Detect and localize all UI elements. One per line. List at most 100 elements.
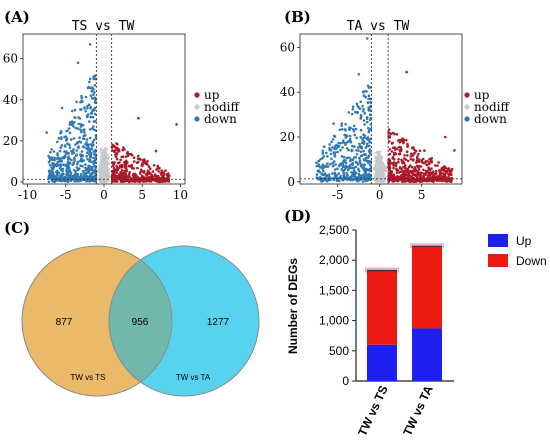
volcano-point xyxy=(114,146,117,149)
volcano-point xyxy=(410,171,414,175)
volcano-point xyxy=(347,111,351,114)
volcano-point xyxy=(362,168,366,172)
volcano-point xyxy=(57,171,60,175)
volcano-point xyxy=(155,180,159,183)
volcano-point xyxy=(64,135,68,138)
volcano-point xyxy=(92,125,95,128)
volcano-point xyxy=(329,152,333,156)
volcano-point xyxy=(60,130,63,134)
panel-d: (D) Number of DEGs 0 500 1,000 1,500 2,000 2,… xyxy=(284,207,547,438)
volcano-point xyxy=(102,156,105,159)
volcano-point xyxy=(410,166,414,169)
volcano-point xyxy=(351,158,355,161)
volcano-point xyxy=(392,179,395,183)
volcano-point xyxy=(50,148,53,151)
volcano-point xyxy=(443,174,446,178)
volcano-point xyxy=(55,164,58,168)
volcano-point xyxy=(45,131,48,134)
volcano-point xyxy=(327,173,331,176)
volcano-point xyxy=(362,164,365,167)
volcano-point xyxy=(100,170,103,174)
volcano-point xyxy=(50,174,54,178)
volcano-point xyxy=(136,160,140,164)
volcano-point xyxy=(352,169,356,172)
volcano-point xyxy=(154,149,158,153)
volcano-point xyxy=(76,160,80,164)
volcano-point xyxy=(350,162,354,166)
volcano-point xyxy=(378,150,382,153)
volcano-point xyxy=(84,163,87,166)
volcano-point xyxy=(368,140,371,144)
panel-d-bars xyxy=(365,243,444,381)
volcano-point xyxy=(415,160,419,164)
volcano-point xyxy=(381,176,384,179)
volcano-point xyxy=(422,168,425,172)
volcano-point xyxy=(407,179,411,183)
y-tick-label: 0 xyxy=(287,175,295,189)
x-tick-label: TW vs TS xyxy=(355,383,391,438)
volcano-point xyxy=(365,120,369,124)
volcano-point xyxy=(108,175,111,178)
volcano-point xyxy=(321,173,325,177)
volcano-point xyxy=(411,154,415,157)
volcano-point xyxy=(88,120,91,123)
volcano-point xyxy=(103,172,107,176)
volcano-point xyxy=(89,148,93,151)
volcano-point xyxy=(140,164,143,167)
volcano-point xyxy=(379,156,382,159)
volcano-point xyxy=(362,133,365,136)
volcano-point xyxy=(67,157,71,161)
volcano-point xyxy=(389,161,393,165)
volcano-point xyxy=(321,149,325,153)
volcano-point xyxy=(346,168,350,172)
volcano-point xyxy=(152,164,156,167)
volcano-point xyxy=(405,150,409,153)
volcano-point xyxy=(368,144,371,148)
bar-down-segment xyxy=(367,270,397,345)
volcano-point xyxy=(409,155,413,158)
volcano-point xyxy=(75,153,78,156)
volcano-point xyxy=(331,138,335,141)
y-tick-label: 2,000 xyxy=(319,253,349,267)
volcano-point xyxy=(84,110,88,113)
volcano-point xyxy=(430,172,434,176)
volcano-point xyxy=(355,102,359,106)
volcano-point xyxy=(85,141,88,144)
volcano-point xyxy=(419,173,422,177)
volcano-point xyxy=(57,156,60,160)
volcano-point xyxy=(86,113,90,116)
volcano-point xyxy=(51,158,54,161)
volcano-point xyxy=(441,172,445,175)
x-tick-label: 0 xyxy=(100,188,108,202)
volcano-point xyxy=(92,75,95,78)
volcano-point xyxy=(341,141,345,144)
volcano-point xyxy=(365,116,369,119)
volcano-point xyxy=(92,150,95,153)
volcano-point xyxy=(315,161,318,164)
volcano-point xyxy=(68,146,72,149)
volcano-point xyxy=(315,164,319,168)
volcano-point xyxy=(438,169,442,172)
volcano-point xyxy=(345,147,349,150)
volcano-point xyxy=(368,148,372,151)
y-tick-label: 1,000 xyxy=(319,314,349,328)
volcano-point xyxy=(427,167,431,171)
volcano-point xyxy=(341,128,344,131)
volcano-point xyxy=(375,170,378,173)
volcano-point xyxy=(81,165,84,168)
volcano-point xyxy=(392,166,395,170)
volcano-point xyxy=(148,171,152,175)
volcano-point xyxy=(339,142,342,145)
volcano-point xyxy=(81,154,84,158)
volcano-point xyxy=(364,146,368,149)
y-tick-label: 1,500 xyxy=(319,283,349,297)
volcano-point xyxy=(341,161,344,165)
volcano-point xyxy=(379,159,383,163)
legend-nodiff-label: nodiff xyxy=(474,100,510,114)
volcano-point xyxy=(91,115,95,119)
volcano-point xyxy=(137,154,140,158)
x-tick-label: 5 xyxy=(418,188,426,202)
volcano-point xyxy=(63,154,67,157)
volcano-point xyxy=(329,149,333,152)
volcano-point xyxy=(394,179,398,182)
